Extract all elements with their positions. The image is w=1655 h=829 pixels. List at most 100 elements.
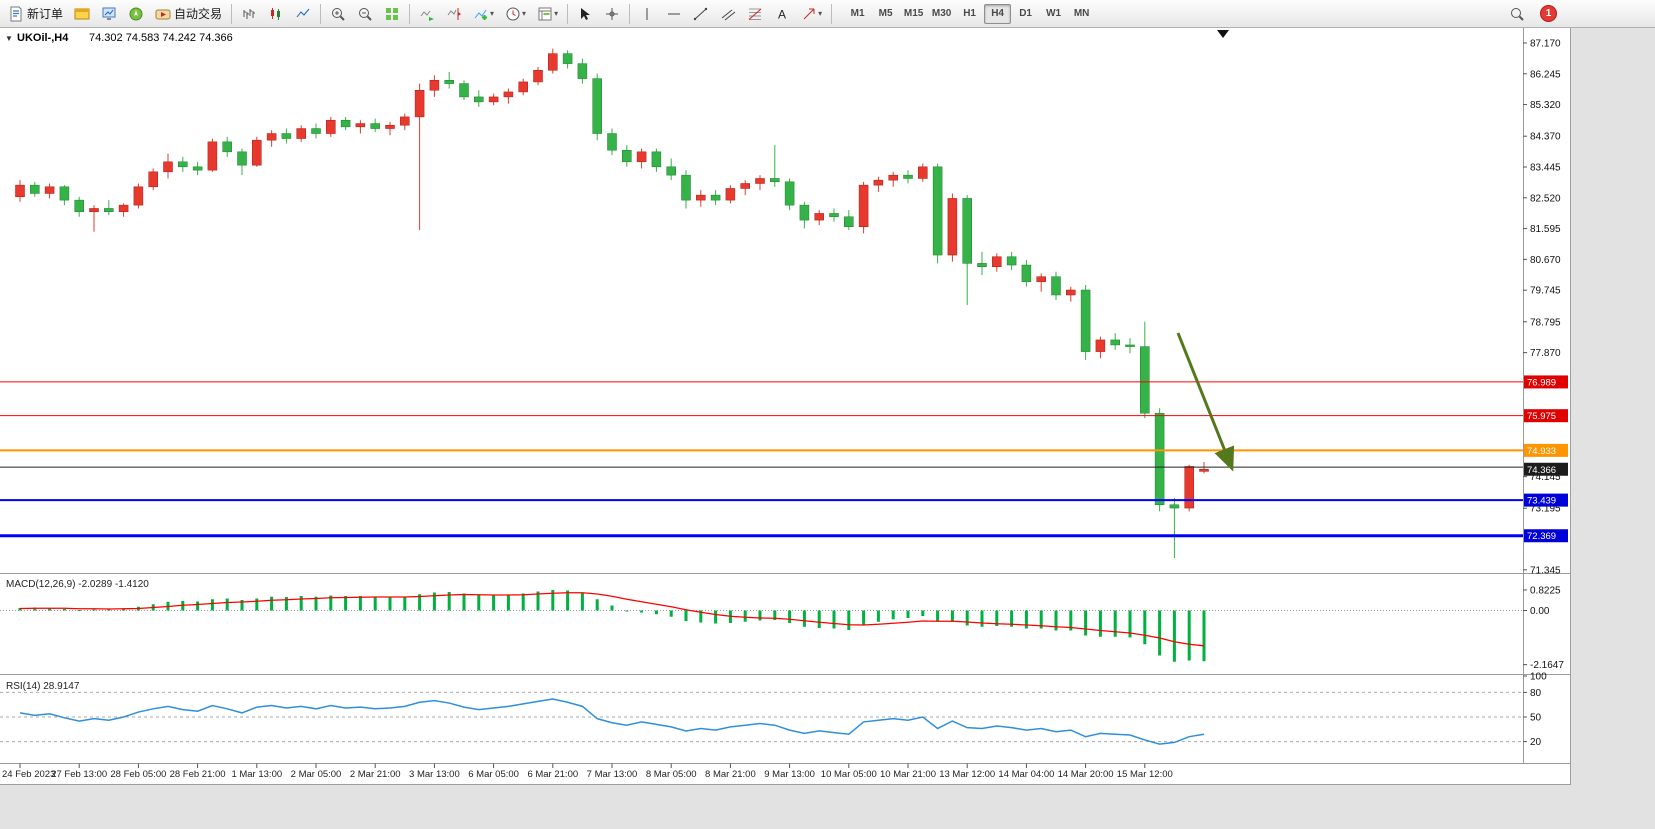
equidistant-channel-icon [721,9,736,20]
svg-text:8 Mar 05:00: 8 Mar 05:00 [646,769,697,780]
toolbar-separator [231,3,233,24]
profiles-button[interactable] [69,3,95,25]
timeframe-button-m15[interactable]: M15 [900,4,927,24]
auto-scroll-button[interactable] [414,3,440,25]
svg-text:73.439: 73.439 [1527,496,1556,507]
market-watch-icon [102,7,116,20]
market-watch-button[interactable] [96,3,122,25]
svg-text:28 Feb 21:00: 28 Feb 21:00 [170,769,226,780]
indicators-button[interactable]: ▾ [468,3,499,25]
arrows-tool-button[interactable]: ▾ [796,3,827,25]
toolbar-separator [320,3,322,24]
navigator-icon [129,7,143,20]
candlestick-chart-button[interactable] [263,3,289,25]
autotrading-label: 自动交易 [174,7,223,21]
zoom-in-icon [332,7,345,21]
one-click-collapse-icon: ▼ [5,34,13,43]
crosshair-icon [606,7,619,20]
line-chart-button[interactable] [290,3,316,25]
new-order-icon [10,6,22,21]
chart-shift-button[interactable] [441,3,467,25]
svg-text:78.795: 78.795 [1530,317,1561,328]
channel-tool-button[interactable] [715,3,741,25]
search-button[interactable] [1504,3,1530,25]
svg-text:-2.1647: -2.1647 [1530,660,1564,671]
horizontal-lines[interactable] [0,381,1523,538]
svg-text:9 Mar 13:00: 9 Mar 13:00 [764,769,815,780]
template-icon [538,7,552,20]
chart-symbol-label: UKOil-,H4 [17,32,69,44]
svg-text:24 Feb 2023: 24 Feb 2023 [2,769,55,780]
fibonacci-tool-button[interactable] [742,3,768,25]
clock-icon [506,7,520,20]
notification-badge[interactable]: 1 [1540,5,1557,22]
price-axis[interactable]: 87.170 86.245 85.320 84.370 83.445 82.520 81.5… [1523,38,1568,748]
tile-windows-button[interactable] [379,3,405,25]
horizontal-line-tool-button[interactable] [661,3,687,25]
svg-text:2 Mar 05:00: 2 Mar 05:00 [291,769,342,780]
svg-text:6 Mar 05:00: 6 Mar 05:00 [468,769,519,780]
svg-text:1 Mar 13:00: 1 Mar 13:00 [231,769,282,780]
svg-text:6 Mar 21:00: 6 Mar 21:00 [527,769,578,780]
annotations[interactable] [1176,30,1235,472]
svg-text:10 Mar 21:00: 10 Mar 21:00 [880,769,936,780]
chart-profile-icon [74,8,90,19]
main-toolbar: 新订单 自动交易 ▾ ▾ [0,0,1655,28]
bar-chart-button[interactable] [236,3,262,25]
timeframe-button-m5[interactable]: M5 [872,4,899,24]
svg-text:13 Mar 12:00: 13 Mar 12:00 [939,769,995,780]
timeframe-button-m30[interactable]: M30 [928,4,955,24]
vertical-line-tool-button[interactable] [634,3,660,25]
timeframe-button-d1[interactable]: D1 [1012,4,1039,24]
zoom-in-button[interactable] [325,3,351,25]
chart-window-ukoil[interactable]: MACD(12,26,9) -2.0289 -1.4120 RSI(14) 28.… [0,28,1571,785]
svg-text:14 Mar 04:00: 14 Mar 04:00 [998,769,1054,780]
auto-scroll-icon [420,10,435,21]
chart-canvas[interactable]: MACD(12,26,9) -2.0289 -1.4120 RSI(14) 28.… [0,28,1570,784]
svg-text:87.170: 87.170 [1530,38,1561,49]
chart-shift-icon [447,7,462,20]
svg-text:76.989: 76.989 [1527,377,1556,388]
svg-text:100: 100 [1530,672,1547,683]
templates-button[interactable]: ▾ [532,3,563,25]
dropdown-caret-icon: ▾ [554,9,559,18]
dropdown-caret-icon: ▾ [490,9,495,18]
svg-text:86.245: 86.245 [1530,69,1561,80]
timeframe-button-h4[interactable]: H4 [984,3,1012,24]
crosshair-button[interactable] [599,3,625,25]
text-tool-button[interactable]: A [769,3,795,25]
svg-text:7 Mar 13:00: 7 Mar 13:00 [587,769,638,780]
svg-text:MACD(12,26,9) -2.0289 -1.4120: MACD(12,26,9) -2.0289 -1.4120 [6,579,149,590]
zoom-out-button[interactable] [352,3,378,25]
svg-text:28 Feb 05:00: 28 Feb 05:00 [110,769,166,780]
toolbar-separator [629,3,631,24]
timeframe-button-m1[interactable]: M1 [844,4,871,24]
svg-text:0.00: 0.00 [1530,606,1550,617]
svg-text:14 Mar 20:00: 14 Mar 20:00 [1058,769,1114,780]
toolbar-separator [409,3,411,24]
svg-text:80.670: 80.670 [1530,255,1561,266]
macd-pane: MACD(12,26,9) -2.0289 -1.4120 [0,579,1523,662]
svg-text:72.369: 72.369 [1527,531,1556,542]
autotrading-button[interactable]: 自动交易 [150,3,227,25]
timeframe-button-mn[interactable]: MN [1068,4,1095,24]
svg-text:3 Mar 13:00: 3 Mar 13:00 [409,769,460,780]
cursor-button[interactable] [572,3,598,25]
periods-button[interactable]: ▾ [500,3,531,25]
pane-separators [0,28,1570,764]
chart-header: ▼ UKOil-,H4 74.302 74.583 74.242 74.366 [5,32,233,44]
navigator-button[interactable] [123,3,149,25]
new-order-button[interactable]: 新订单 [3,3,68,25]
autotrading-icon [155,9,171,19]
rsi-pane: RSI(14) 28.9147 [0,681,1523,745]
svg-text:27 Feb 13:00: 27 Feb 13:00 [51,769,107,780]
arrow-tool-icon [803,8,815,19]
trendline-tool-button[interactable] [688,3,714,25]
zoom-out-icon [359,7,372,21]
sell-arrow-annotation[interactable] [1176,332,1235,472]
timeframe-button-h1[interactable]: H1 [956,4,983,24]
toolbar-right-group: 1 [1504,3,1557,25]
chart-ohlc-values: 74.302 74.583 74.242 74.366 [89,32,233,44]
timeframe-button-w1[interactable]: W1 [1040,4,1067,24]
